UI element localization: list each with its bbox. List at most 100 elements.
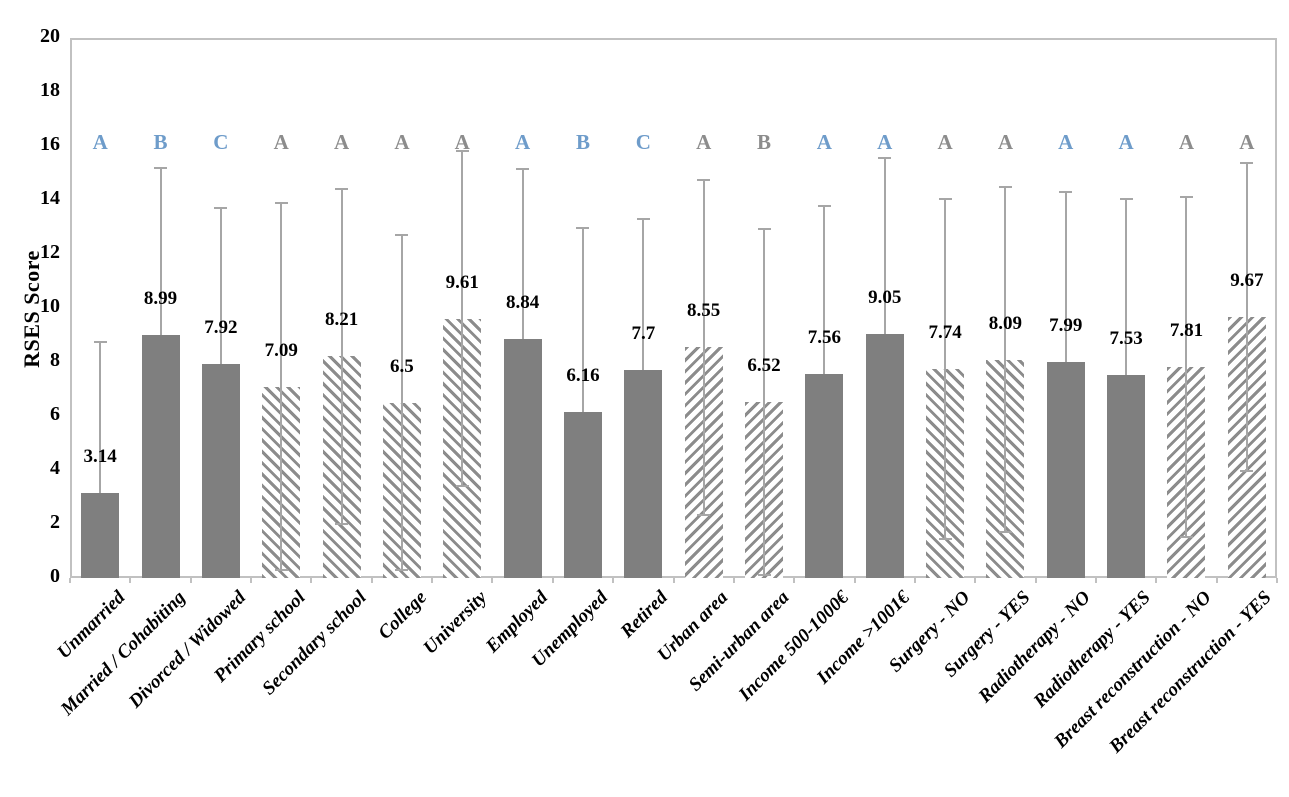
error-bar	[1064, 192, 1067, 533]
y-tick-label: 6	[50, 403, 60, 425]
significance-letter: C	[213, 130, 229, 155]
error-cap-bottom	[335, 522, 349, 525]
error-cap-bottom	[697, 513, 711, 516]
value-label: 3.14	[83, 446, 117, 468]
significance-letter: A	[394, 130, 410, 155]
x-axis-tick	[1155, 578, 1158, 583]
error-cap-top	[395, 234, 409, 237]
value-label: 7.09	[264, 339, 298, 361]
bar	[81, 493, 120, 578]
significance-letter: C	[635, 130, 651, 155]
error-bar	[1245, 163, 1248, 471]
value-label: 8.55	[687, 300, 721, 322]
bar	[1107, 374, 1146, 578]
error-bar	[1004, 186, 1007, 533]
value-label: 6.52	[747, 354, 781, 376]
x-axis-tick	[853, 578, 856, 583]
y-tick-label: 18	[40, 79, 60, 101]
error-cap-top	[335, 187, 349, 190]
x-axis-tick	[551, 578, 554, 583]
x-axis-tick	[672, 578, 675, 583]
significance-letter: A	[273, 130, 289, 155]
category-label: College	[374, 587, 431, 644]
significance-letter: A	[816, 130, 832, 155]
x-axis-tick	[612, 578, 615, 583]
value-label: 8.84	[506, 292, 540, 314]
x-axis-tick	[974, 578, 977, 583]
significance-letter: A	[333, 130, 350, 155]
bar	[865, 333, 904, 578]
bar	[624, 370, 663, 578]
significance-letter: B	[575, 130, 590, 155]
y-tick-label: 20	[40, 25, 60, 47]
error-cap-bottom	[1179, 536, 1193, 539]
category-label: Income 500-1000€	[735, 587, 854, 706]
y-tick-label: 12	[40, 241, 60, 263]
x-axis-tick	[310, 578, 313, 583]
error-cap-bottom	[757, 573, 771, 576]
error-cap-top	[214, 206, 228, 209]
error-cap-top	[274, 201, 288, 204]
significance-letter: A	[92, 130, 108, 155]
x-axis-tick	[370, 578, 373, 583]
error-cap-bottom	[395, 568, 409, 571]
x-axis-tick	[431, 578, 434, 583]
x-axis-tick	[793, 578, 796, 583]
y-tick-label: 8	[50, 349, 60, 371]
value-label: 9.05	[868, 286, 902, 308]
error-cap-top	[1179, 196, 1193, 199]
error-bar	[944, 198, 947, 540]
error-cap-top	[1119, 198, 1133, 201]
error-cap-bottom	[938, 538, 952, 541]
error-cap-top	[697, 178, 711, 181]
error-bar	[461, 151, 464, 486]
error-cap-bottom	[998, 531, 1012, 534]
value-label: 7.74	[928, 322, 962, 344]
significance-letter: A	[696, 130, 712, 155]
error-bar	[400, 235, 403, 570]
y-tick-label: 0	[50, 565, 60, 587]
error-bar	[581, 228, 584, 577]
error-cap-top	[878, 157, 892, 160]
bar	[201, 364, 240, 578]
bar	[563, 411, 602, 578]
error-bar	[763, 229, 766, 575]
significance-letter: B	[757, 130, 772, 155]
error-bar	[280, 202, 283, 571]
error-bar	[340, 188, 343, 524]
value-label: 6.16	[566, 364, 600, 386]
x-axis-tick	[1276, 578, 1278, 583]
error-cap-top	[636, 217, 650, 220]
error-bar	[219, 207, 222, 521]
significance-letter: B	[153, 130, 168, 155]
x-axis-tick	[1094, 578, 1097, 583]
value-label: 8.09	[988, 312, 1023, 334]
bar	[141, 335, 180, 578]
bar	[1046, 362, 1085, 578]
error-bar	[99, 342, 102, 577]
significance-letter: A	[1239, 130, 1255, 155]
x-axis-tick	[913, 578, 916, 583]
value-label: 6.5	[390, 355, 414, 377]
category-label: University	[419, 587, 492, 659]
y-tick-label: 10	[40, 295, 60, 317]
value-label: 8.21	[324, 309, 359, 331]
significance-letter: A	[997, 130, 1013, 155]
value-label: 9.67	[1230, 269, 1264, 291]
significance-letter: A	[515, 130, 531, 155]
value-label: 7.7	[631, 323, 656, 345]
x-axis-tick	[250, 578, 253, 583]
category-label: Retired	[617, 587, 673, 643]
error-cap-bottom	[1240, 469, 1254, 472]
error-cap-top	[154, 166, 168, 169]
x-axis-tick	[189, 578, 192, 583]
significance-letter: A	[454, 130, 470, 155]
category-label: Secondary school	[258, 587, 371, 700]
category-label: Radiotherapy - NO	[974, 587, 1095, 708]
value-label: 7.56	[807, 326, 841, 348]
error-cap-top	[516, 168, 530, 171]
significance-letter: A	[1058, 130, 1074, 155]
error-cap-top	[93, 341, 107, 344]
value-label: 8.99	[143, 288, 178, 310]
